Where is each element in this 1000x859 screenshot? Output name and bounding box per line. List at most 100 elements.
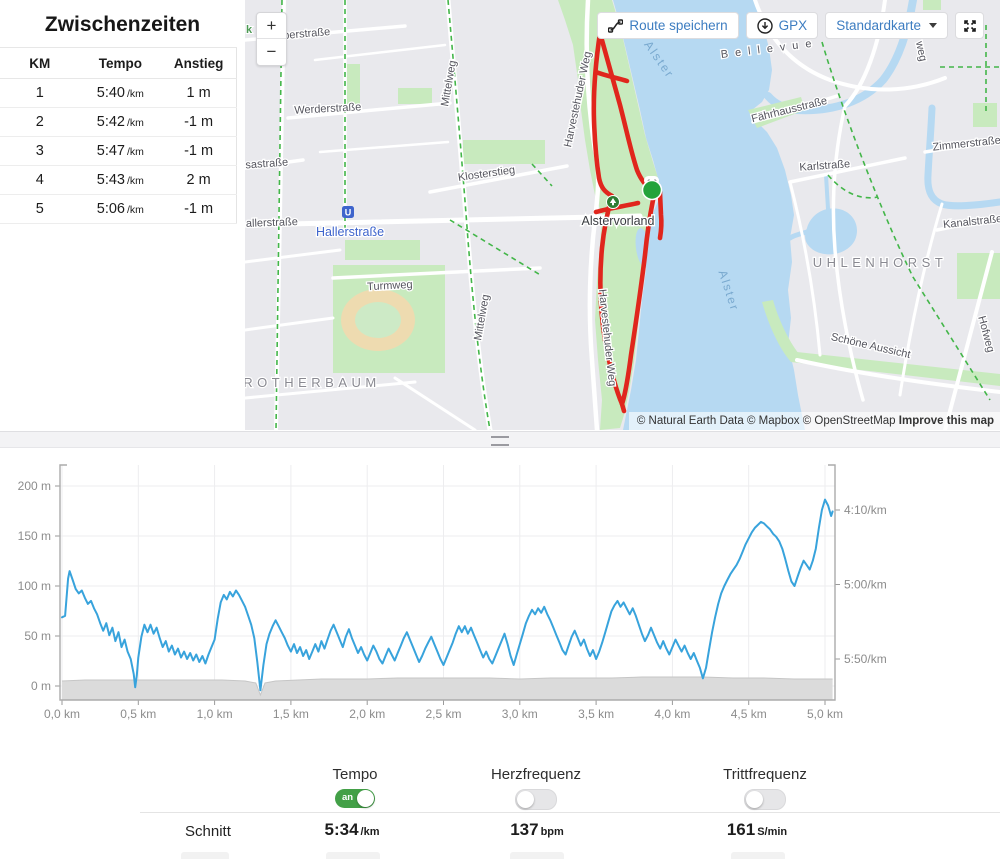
split-km: 3 xyxy=(0,136,80,166)
ubahn-station-icon: U xyxy=(342,206,354,218)
park xyxy=(347,64,360,104)
svg-text:5:00/km: 5:00/km xyxy=(844,578,887,592)
svg-text:1,0 km: 1,0 km xyxy=(197,707,233,721)
summary-cadence: 161 S/min xyxy=(726,820,788,839)
toggle-knob xyxy=(746,791,763,808)
station-label: Hallerstraße xyxy=(316,225,384,239)
toggle-knob xyxy=(357,790,374,807)
table-row: 1 5:40/km 1 m xyxy=(0,78,237,108)
summary-heartrate: 137 bpm xyxy=(510,820,564,839)
district-label: UHLENHORST xyxy=(813,255,948,270)
svg-text:5,0 km: 5,0 km xyxy=(807,707,843,721)
street-label: Karlstraße xyxy=(799,158,850,174)
split-tempo: 5:40/km xyxy=(79,78,162,108)
svg-text:1,5 km: 1,5 km xyxy=(273,707,309,721)
toggle-col-herzfrequenz: Herzfrequenz xyxy=(456,766,616,815)
resize-handle[interactable] xyxy=(491,436,509,446)
split-tempo: 5:43/km xyxy=(79,165,162,195)
svg-text:0,0 km: 0,0 km xyxy=(44,707,80,721)
fullscreen-button[interactable] xyxy=(955,12,984,39)
summary-tempo: 5:34/km xyxy=(324,820,380,839)
tempo-toggle[interactable]: an xyxy=(335,789,375,808)
toggle-label-herzfrequenz: Herzfrequenz xyxy=(490,766,582,783)
street-label: weg xyxy=(913,39,929,62)
street-label: Werderstraße xyxy=(294,101,362,116)
map-style-select[interactable]: Standardkarte xyxy=(825,12,948,39)
street-label: Kanalstraße xyxy=(943,213,1000,231)
park xyxy=(398,88,432,104)
split-anstieg: 2 m xyxy=(161,165,237,195)
svg-text:4:10/km: 4:10/km xyxy=(844,503,887,517)
table-row: 2 5:42/km -1 m xyxy=(0,107,237,137)
svg-text:4,5 km: 4,5 km xyxy=(731,707,767,721)
map-attribution: © Natural Earth Data © Mapbox © OpenStre… xyxy=(628,412,1000,430)
route-icon xyxy=(608,18,624,33)
split-tempo: 5:47/km xyxy=(79,136,162,166)
gpx-download-button[interactable]: GPX xyxy=(745,12,819,39)
summary-divider xyxy=(140,812,1000,813)
next-row-hint xyxy=(181,852,229,859)
street-label: Zimmerstraße xyxy=(932,134,1000,153)
herzfrequenz-toggle[interactable] xyxy=(515,789,557,810)
bike-routes xyxy=(275,0,1000,430)
next-row-hint xyxy=(326,852,380,859)
gpx-label: GPX xyxy=(778,18,808,33)
park xyxy=(973,103,997,127)
svg-text:200 m: 200 m xyxy=(18,479,51,493)
park-label: Alstervorland xyxy=(582,214,655,228)
toggle-col-tempo: Tempo an xyxy=(275,766,435,813)
split-tempo: 5:42/km xyxy=(79,107,162,137)
park xyxy=(345,240,420,260)
svg-text:0,5 km: 0,5 km xyxy=(120,707,156,721)
split-km: 5 xyxy=(0,194,80,224)
park xyxy=(463,140,545,164)
svg-text:2,0 km: 2,0 km xyxy=(349,707,385,721)
street-label: Hofweg xyxy=(975,315,996,354)
map-canvas[interactable]: U k berstraße Werderstraße Mittelweg sas… xyxy=(245,0,1000,430)
panel-resizer xyxy=(0,431,1000,448)
table-row: 3 5:47/km -1 m xyxy=(0,136,237,166)
download-icon xyxy=(756,17,773,34)
pond-channel xyxy=(824,173,830,211)
table-row: 4 5:43/km 2 m xyxy=(0,165,237,195)
splits-col-anstieg: Anstieg xyxy=(161,47,237,79)
pace-elevation-chart[interactable]: 0,0 km 0,5 km 1,0 km 1,5 km 2,0 km 2,5 km 3,0 … xyxy=(0,450,1000,740)
zoom-out-button[interactable]: − xyxy=(257,39,286,65)
svg-text:3,5 km: 3,5 km xyxy=(578,707,614,721)
svg-text:100 m: 100 m xyxy=(18,579,51,593)
chart-svg: 0,0 km 0,5 km 1,0 km 1,5 km 2,0 km 2,5 km 3,0 … xyxy=(18,464,887,721)
map-art: U k berstraße Werderstraße Mittelweg sas… xyxy=(245,0,1000,430)
alster-lake xyxy=(613,0,805,430)
park xyxy=(957,253,1000,299)
trittfrequenz-toggle[interactable] xyxy=(744,789,786,810)
start-marker[interactable] xyxy=(641,179,663,201)
district-label: ROTHERBAUM xyxy=(245,375,381,390)
zoom-in-button[interactable]: + xyxy=(257,13,286,39)
park-tree-icon xyxy=(606,195,620,209)
summary-label: Schnitt xyxy=(185,823,231,840)
split-anstieg: -1 m xyxy=(161,107,237,137)
park xyxy=(791,352,1000,386)
splits-col-tempo: Tempo xyxy=(79,47,162,79)
improve-map-link[interactable]: Improve this map xyxy=(898,415,994,427)
save-route-label: Route speichern xyxy=(629,18,728,33)
splits-panel: Zwischenzeiten KM Tempo Anstieg 1 5:40/k… xyxy=(0,0,245,430)
street-label: berstraße xyxy=(283,26,331,42)
toggle-col-trittfrequenz: Trittfrequenz xyxy=(685,766,845,815)
pond-channel xyxy=(787,229,810,241)
svg-text:3,0 km: 3,0 km xyxy=(502,707,538,721)
park xyxy=(762,300,799,362)
split-km: 4 xyxy=(0,165,80,195)
svg-text:50 m: 50 m xyxy=(24,629,51,643)
svg-text:0 m: 0 m xyxy=(31,679,51,693)
toggle-state-text: an xyxy=(342,792,354,803)
splits-col-km: KM xyxy=(0,47,80,79)
table-row: 5 5:06/km -1 m xyxy=(0,194,237,224)
toggle-knob xyxy=(517,791,534,808)
svg-text:4,0 km: 4,0 km xyxy=(654,707,690,721)
map-style-label: Standardkarte xyxy=(836,18,921,33)
svg-text:150 m: 150 m xyxy=(18,529,51,543)
splits-title: Zwischenzeiten xyxy=(44,13,201,36)
save-route-button[interactable]: Route speichern xyxy=(597,12,739,39)
split-anstieg: 1 m xyxy=(161,78,237,108)
